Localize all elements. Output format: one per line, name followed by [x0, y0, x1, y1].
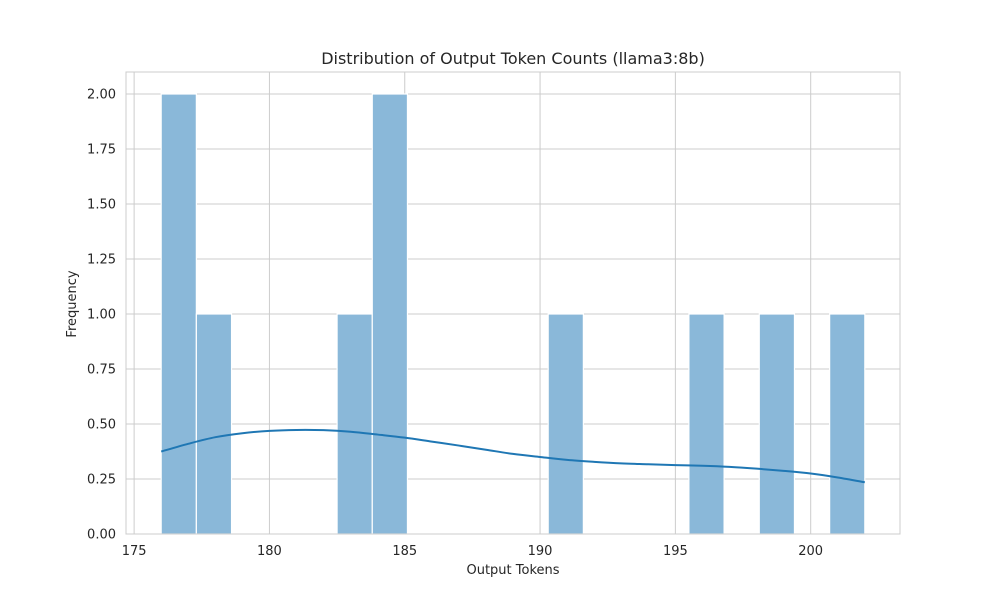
y-tick-label: 1.25	[87, 253, 116, 268]
kde-layer	[160, 428, 865, 484]
y-axis-label: Frequency	[65, 270, 80, 337]
y-tick-label: 0.25	[87, 473, 116, 488]
x-tick-label: 195	[663, 544, 688, 559]
y-tick-label: 1.00	[87, 308, 116, 323]
x-tick-labels: 175 180 185 190 195 200	[122, 544, 823, 559]
plot-border	[125, 71, 901, 535]
x-tick-label: 190	[528, 544, 553, 559]
kde-line	[160, 428, 865, 484]
bars-layer	[160, 93, 866, 535]
histogram-bar	[829, 313, 866, 535]
histogram-bar	[195, 313, 233, 535]
histogram-bar	[371, 93, 409, 535]
histogram-bar	[547, 313, 584, 535]
y-tick-label: 1.75	[87, 143, 116, 158]
chart-title: Distribution of Output Token Counts (lla…	[321, 49, 705, 68]
y-tick-label: 2.00	[87, 88, 116, 103]
x-tick-label: 180	[257, 544, 282, 559]
y-tick-label: 0.50	[87, 418, 116, 433]
x-tick-label: 200	[798, 544, 823, 559]
x-axis-label: Output Tokens	[466, 563, 559, 578]
histogram-bar	[688, 313, 725, 535]
y-tick-label: 1.50	[87, 198, 116, 213]
histogram-bar	[160, 93, 197, 535]
histogram-bar	[758, 313, 796, 535]
x-tick-label: 175	[122, 544, 147, 559]
y-tick-label: 0.75	[87, 363, 116, 378]
y-tick-labels: 0.00 0.25 0.50 0.75 1.00 1.25 1.50 1.75 2.00	[87, 88, 116, 543]
histogram-bar	[336, 313, 373, 535]
x-tick-label: 185	[392, 544, 417, 559]
y-tick-label: 0.00	[87, 528, 116, 543]
plot-frame	[125, 71, 901, 535]
